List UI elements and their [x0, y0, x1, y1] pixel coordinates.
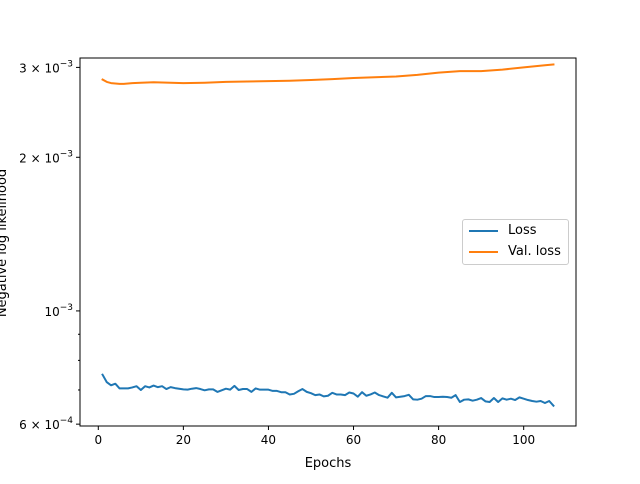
x-tick-label: 20: [176, 433, 191, 447]
y-axis-label: Negative log likelihood: [0, 169, 10, 317]
axes-layer: [79, 57, 577, 427]
y-tick-label: 6 × 10−4: [19, 416, 73, 432]
x-tick-label: 100: [512, 433, 535, 447]
legend-swatch-loss: [469, 230, 498, 232]
y-tick-label: 2 × 10−3: [19, 149, 73, 165]
legend-item-loss: Loss: [469, 221, 537, 241]
plot-frame: [79, 57, 577, 427]
x-tick-label: 60: [346, 433, 361, 447]
legend-label-loss: Loss: [508, 223, 537, 238]
series-line-val-loss: [101, 63, 555, 85]
y-tick-label: 10−3: [44, 303, 73, 319]
legend-item-val-loss: Val. loss: [469, 242, 561, 262]
y-tick-label: 3 × 10−3: [19, 59, 73, 75]
x-tick-label: 80: [431, 433, 446, 447]
x-tick-label: 0: [94, 433, 102, 447]
tick-layer: 0 20 40 60 80 100 6 × 10−4 10−3 2 × 10−3 3 × 10−3: [19, 59, 535, 447]
series-line-loss: [101, 373, 555, 408]
x-axis-label: Epochs: [305, 456, 352, 471]
legend-label-val-loss: Val. loss: [508, 244, 561, 259]
series-layer: [101, 63, 555, 408]
legend: Loss Val. loss: [462, 219, 569, 265]
legend-swatch-val-loss: [469, 251, 498, 253]
x-tick-label: 40: [261, 433, 276, 447]
